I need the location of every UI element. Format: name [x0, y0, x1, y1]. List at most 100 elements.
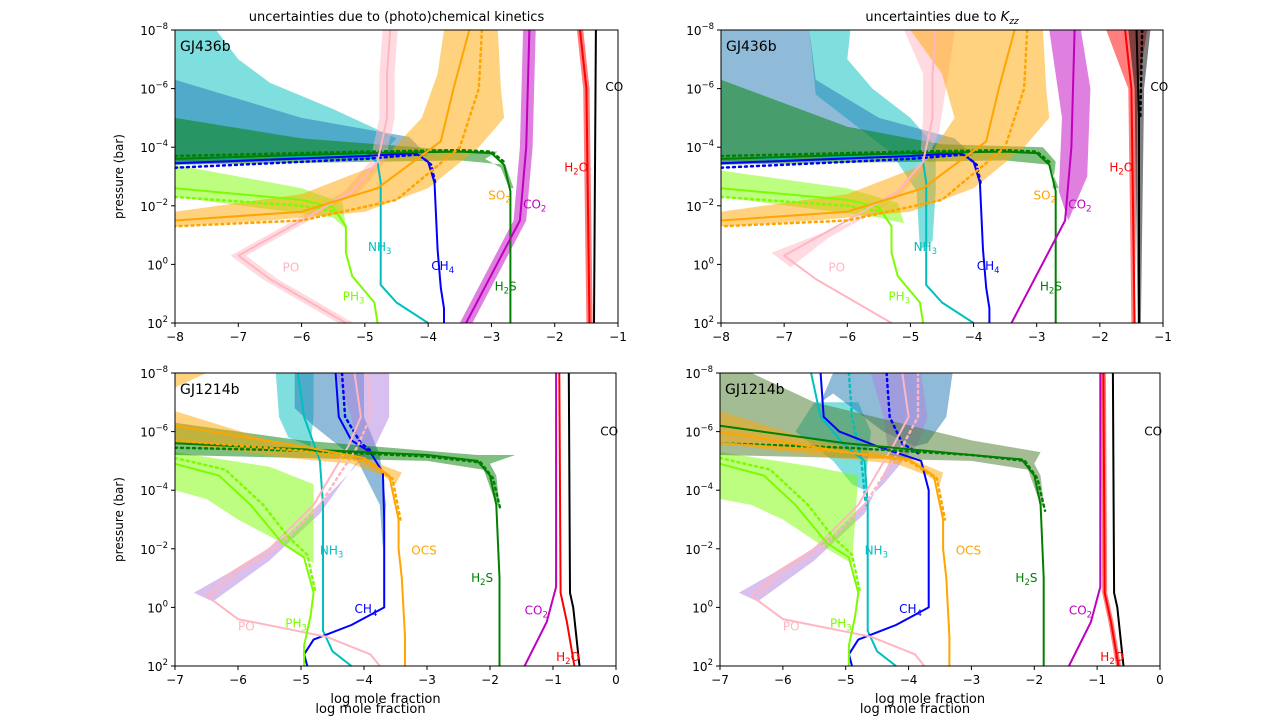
line-PH3 — [175, 462, 315, 666]
y-tick-label: 10−8 — [140, 22, 168, 38]
x-tick-label: −5 — [902, 330, 920, 344]
x-tick-label: −4 — [965, 330, 983, 344]
species-label-PH3: PH3 — [343, 290, 365, 307]
dotted-line-PH3 — [721, 195, 884, 213]
line-OCS — [175, 424, 406, 666]
species-label-H2S: H2S — [1040, 279, 1062, 296]
x-tick-label: −1 — [609, 330, 627, 344]
species-label-H2S: H2S — [471, 571, 493, 588]
x-tick-label: −1 — [1154, 330, 1172, 344]
x-tick-label: −5 — [292, 673, 310, 687]
line-H2S — [721, 150, 1057, 323]
panel-4: NH3 CH4 PO PH3 H2S OCS CO2 H2O CO GJ1214b −7 −6 −5 −4… — [685, 365, 1164, 717]
line-CH4 — [819, 373, 930, 666]
x-tick-label: −8 — [712, 330, 730, 344]
line-NH3 — [810, 373, 897, 666]
y-tick-label: 10−6 — [140, 424, 168, 440]
species-label-H2O: H2O — [1100, 650, 1124, 667]
band-PH3 — [175, 452, 314, 564]
y-tick-label: 100 — [147, 599, 168, 615]
line-H2O — [1102, 373, 1120, 666]
dotted-line-SO2 — [721, 30, 1029, 228]
species-label-PO: PO — [783, 619, 800, 633]
planet-label: GJ436b — [726, 39, 777, 55]
species-label-PH3: PH3 — [285, 617, 307, 634]
planet-label: GJ1214b — [725, 382, 785, 398]
species-label-NH3: NH3 — [914, 240, 937, 257]
line-H2S — [720, 424, 1045, 666]
y-tick-label: 10−4 — [686, 139, 714, 155]
species-label-CO2: CO2 — [1068, 197, 1091, 214]
y-tick-label: 102 — [692, 658, 713, 674]
line-CO2 — [523, 373, 558, 666]
x-tick-label: −8 — [166, 330, 184, 344]
y-tick-label: 100 — [693, 256, 714, 272]
line-H2O — [558, 373, 576, 666]
y-axis-label: pressure (bar) — [112, 477, 126, 562]
x-tick-label: −6 — [293, 330, 311, 344]
species-label-H2S: H2S — [495, 279, 517, 296]
x-tick-label: −1 — [1088, 673, 1106, 687]
band-OCS — [175, 373, 402, 485]
line-PO — [750, 373, 926, 666]
dotted-line-H2S — [175, 446, 502, 512]
plot-area — [175, 30, 597, 323]
band-OCS — [720, 387, 944, 485]
y-tick-label: 100 — [147, 256, 168, 272]
line-PO — [237, 30, 392, 323]
species-label-CH4: CH4 — [355, 602, 378, 619]
x-tick-label: −4 — [355, 673, 373, 687]
species-label-NH3: NH3 — [865, 543, 888, 560]
species-label-NH3: NH3 — [368, 240, 391, 257]
species-label-PH3: PH3 — [888, 290, 910, 307]
species-label-H2O: H2O — [556, 650, 580, 667]
line-PH3 — [175, 187, 379, 323]
dotted-line-PO — [756, 373, 920, 597]
band-NH3 — [809, 30, 936, 250]
y-tick-label: 10−6 — [686, 81, 714, 97]
species-label-CO2: CO2 — [525, 603, 548, 620]
species-label-CO2: CO2 — [523, 197, 546, 214]
dotted-line-PH3 — [175, 456, 317, 592]
dotted-line-OCS — [720, 442, 947, 521]
y-tick-label: 10−8 — [140, 365, 168, 381]
dotted-line-CH4 — [721, 153, 983, 187]
dotted-line-CH4 — [340, 373, 378, 457]
y-tick-label: 10−4 — [140, 482, 168, 498]
y-tick-label: 100 — [692, 599, 713, 615]
y-tick-label: 102 — [147, 315, 168, 331]
species-label-H2O: H2O — [1109, 161, 1133, 178]
line-H2O — [579, 30, 591, 323]
y-tick-label: 10−2 — [140, 541, 168, 557]
planet-label: GJ436b — [180, 39, 231, 55]
dotted-line-H2S — [720, 442, 1047, 512]
x-tick-label: −3 — [418, 673, 436, 687]
line-CO2 — [1010, 30, 1076, 323]
panel-3: NH3 CH4 PO PH3 H2S OCS CO2 H2O CO GJ1214b −7 −6 −5 −4… — [112, 365, 620, 717]
y-tick-label: 10−2 — [685, 541, 713, 557]
species-label-H2O: H2O — [564, 161, 588, 178]
line-SO2 — [175, 30, 471, 222]
species-label-OCS: OCS — [956, 543, 981, 557]
x-tick-label: −1 — [544, 673, 562, 687]
species-label-CH4: CH4 — [431, 259, 454, 276]
x-tick-label: −2 — [546, 330, 564, 344]
dotted-line-PH3 — [720, 456, 861, 592]
panel-title: uncertainties due to Kzz — [865, 10, 1019, 27]
line-PH3 — [720, 462, 860, 666]
band-H2S — [720, 373, 1044, 505]
line-CO — [1111, 373, 1125, 666]
x-tick-label: 0 — [1156, 673, 1164, 687]
x-tick-label: −6 — [774, 673, 792, 687]
line-NH3 — [296, 373, 353, 666]
x-axis-label-duplicate: log mole fraction — [860, 702, 970, 717]
dotted-line-CH4 — [175, 153, 437, 187]
species-label-SO2: SO2 — [488, 189, 510, 206]
y-tick-label: 10−8 — [686, 22, 714, 38]
line-PO — [783, 30, 937, 323]
line-SO2 — [721, 30, 1016, 222]
x-tick-label: −7 — [166, 673, 184, 687]
species-label-H2S: H2S — [1015, 571, 1037, 588]
line-CO2 — [1068, 373, 1102, 666]
